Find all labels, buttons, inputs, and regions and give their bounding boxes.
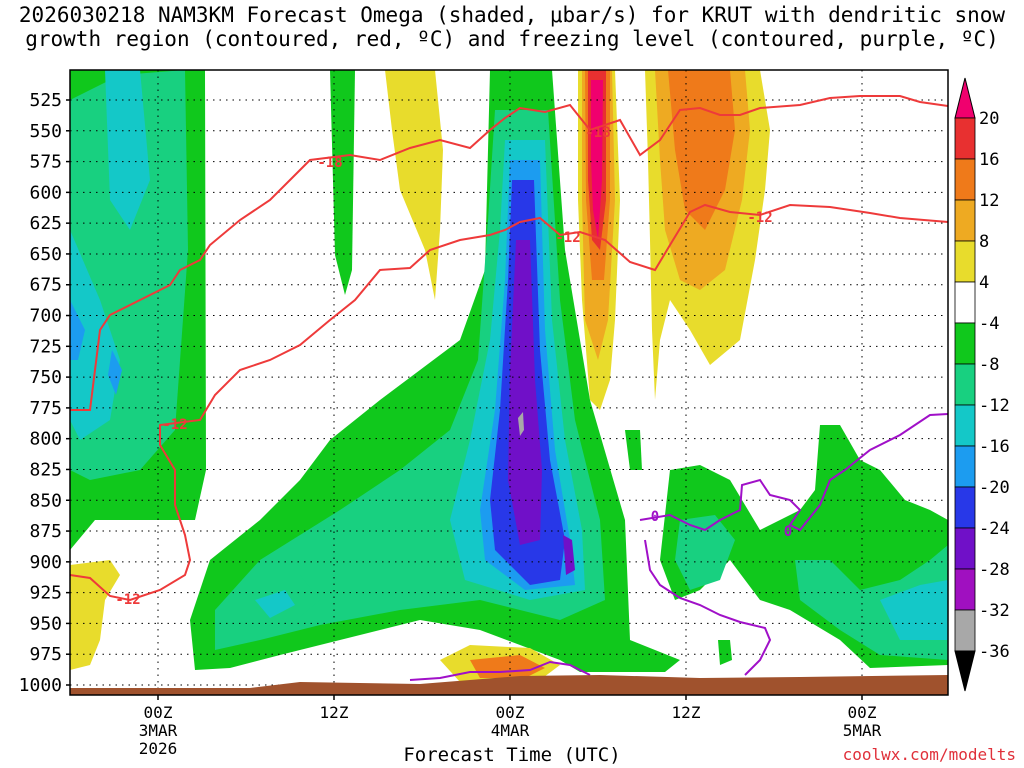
y-tick-label-625: 625 [29, 213, 62, 234]
colorbar-label--28: -28 [979, 560, 1010, 580]
y-tick-label-650: 650 [29, 244, 62, 265]
colorbar-box-1 [954, 158, 976, 201]
y-tick-label-600: 600 [29, 182, 62, 203]
omega-region-right-inner [880, 580, 948, 640]
colorbar-label--8: -8 [979, 355, 999, 375]
x-tick-label-0-1: 3MAR [139, 721, 178, 740]
colorbar-label--20: -20 [979, 478, 1010, 498]
chart-title-line-2: growth region (contoured, red, ºC) and f… [25, 27, 999, 51]
colorbar-label-4: 4 [979, 273, 989, 293]
omega-region-center-purple2 [563, 535, 575, 575]
freezing-contour-right [639, 413, 948, 532]
dgz-label-minus18-b: -18 [585, 125, 610, 141]
dgz-label-minus12-d: -12 [747, 210, 772, 226]
x-tick-label-24-0: 00Z [496, 703, 525, 722]
y-tick-label-675: 675 [29, 275, 62, 296]
terrain-ground [70, 675, 948, 695]
x-tick-label-48-1: 5MAR [843, 721, 882, 740]
y-tick-label-850: 850 [29, 490, 62, 511]
colorbar-box-10 [954, 527, 976, 570]
y-tick-label-800: 800 [29, 429, 62, 450]
y-tick-label-825: 825 [29, 459, 62, 480]
colorbar-box-5 [954, 322, 976, 365]
colorbar-box-9 [954, 486, 976, 529]
colorbar-label-20: 20 [979, 109, 999, 129]
omega-region-left-core2 [108, 350, 122, 395]
chart-title-line-1: 2026030218 NAM3KM Forecast Omega (shaded… [18, 3, 1006, 27]
y-tick-label-925: 925 [29, 583, 62, 604]
dgz-label-minus12-b: -12 [115, 592, 140, 608]
dgz-contour-minus12-lower [70, 203, 948, 602]
x-tick-label-36-0: 12Z [672, 703, 701, 722]
colorbar-box-7 [954, 404, 976, 447]
omega-region-center-purple [508, 240, 542, 545]
y-tick-label-700: 700 [29, 306, 62, 327]
omega-region-left-inner2 [105, 70, 150, 230]
omega-region-left-inner [70, 230, 120, 440]
y-tick-label-900: 900 [29, 552, 62, 573]
omega-region-small-right2 [718, 640, 732, 665]
freezing-contour-lower [644, 539, 772, 676]
x-tick-label-0-2: 2026 [139, 739, 178, 758]
omega-region-center-gray [518, 412, 524, 436]
colorbar-box-6 [954, 363, 976, 406]
freezing-label-0-b: 0 [784, 524, 792, 540]
x-axis-label: Forecast Time (UTC) [403, 744, 621, 766]
colorbar-label-12: 12 [979, 191, 999, 211]
dgz-label-minus18-a: -18 [317, 155, 342, 171]
omega-sinking-left-bottom [70, 560, 120, 670]
colorbar-label--36: -36 [979, 642, 1010, 662]
colorbar-label-8: 8 [979, 232, 989, 252]
y-tick-label-1000: 1000 [19, 675, 62, 696]
credit-text: coolwx.com/modelts [842, 745, 1016, 764]
colorbar-label-16: 16 [979, 150, 999, 170]
omega-region-right-mid [675, 515, 735, 590]
colorbar-box-8 [954, 445, 976, 488]
colorbar-box-2 [954, 199, 976, 242]
colorbar-box-4 [954, 281, 976, 324]
y-tick-label-975: 975 [29, 644, 62, 665]
y-tick-label-575: 575 [29, 152, 62, 173]
colorbar-box-11 [954, 568, 976, 611]
y-tick-label-875: 875 [29, 521, 62, 542]
colorbar-box-3 [954, 240, 976, 283]
y-tick-label-775: 775 [29, 398, 62, 419]
freezing-label-0-a: 0 [651, 509, 659, 525]
x-tick-label-0-0: 00Z [144, 703, 173, 722]
omega-sinking-column-core [591, 80, 603, 240]
x-tick-label-24-1: 4MAR [491, 721, 530, 740]
colorbar-box-0 [954, 117, 976, 160]
x-tick-label-48-0: 00Z [848, 703, 877, 722]
y-tick-label-750: 750 [29, 367, 62, 388]
colorbar-label--12: -12 [979, 396, 1010, 416]
x-tick-label-12-0: 12Z [320, 703, 349, 722]
freezing-contour-main [409, 660, 591, 681]
colorbar-bottom-arrow [954, 650, 976, 692]
omega-sinking-upper-left [385, 70, 443, 300]
y-tick-label-550: 550 [29, 121, 62, 142]
y-tick-label-950: 950 [29, 613, 62, 634]
colorbar-label--4: -4 [979, 314, 999, 334]
dgz-label-minus12-c: -12 [555, 230, 580, 246]
dgz-label-minus12-a: -12 [162, 417, 187, 433]
plot-frame [69, 69, 949, 696]
colorbar-box-12 [954, 609, 976, 652]
dgz-contour-minus18-upper [70, 95, 948, 411]
y-tick-label-725: 725 [29, 336, 62, 357]
omega-region-small-right [625, 430, 642, 470]
colorbar-label--24: -24 [979, 519, 1010, 539]
colorbar-label--16: -16 [979, 437, 1010, 457]
omega-region-left-core [70, 300, 85, 360]
omega-region-upper-green [330, 70, 355, 295]
colorbar-top-arrow [954, 77, 976, 119]
colorbar-label--32: -32 [979, 601, 1010, 621]
y-tick-label-525: 525 [29, 90, 62, 111]
omega-region-small-left-core [255, 590, 295, 618]
